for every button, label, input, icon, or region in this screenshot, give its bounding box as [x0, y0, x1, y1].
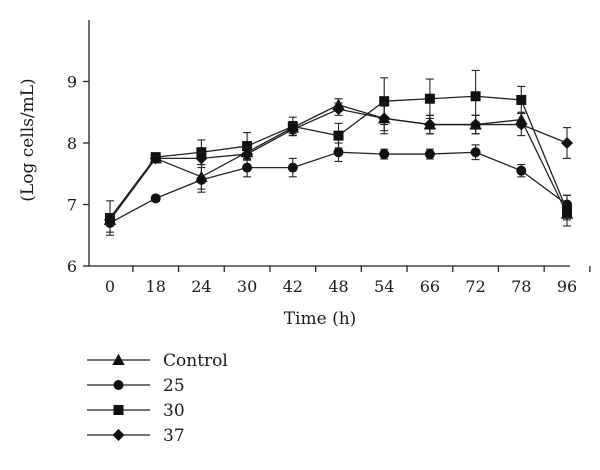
legend-item: Control [87, 351, 228, 371]
legend-label: 37 [163, 426, 185, 446]
x-tick-label: 48 [328, 277, 348, 296]
x-tick-label: 30 [237, 277, 257, 296]
data-point [516, 165, 527, 176]
y-tick-label: 8 [67, 134, 77, 153]
data-point [562, 205, 572, 216]
data-point [332, 103, 345, 116]
data-point [287, 162, 298, 173]
data-point [470, 147, 481, 158]
data-point [242, 141, 253, 152]
legend: Control 25 30 37 [87, 351, 228, 446]
y-tick-label: 7 [67, 196, 77, 215]
data-point [379, 149, 390, 160]
data-point [424, 93, 435, 104]
data-point [424, 149, 435, 160]
series-line [109, 104, 568, 221]
x-tick-label: 72 [465, 277, 485, 296]
data-point [333, 147, 344, 158]
legend-marker [113, 380, 124, 390]
x-axis-title: Time (h) [284, 309, 357, 329]
x-tick-label: 96 [557, 277, 577, 296]
data-point [149, 152, 162, 165]
y-tick-label: 9 [67, 73, 77, 92]
data-point [378, 112, 391, 125]
data-point [515, 118, 528, 131]
series-37 [104, 102, 573, 226]
data-point [104, 213, 116, 226]
legend-label: 30 [163, 401, 185, 421]
x-tick-label: 54 [374, 277, 394, 296]
y-tick-label: 6 [67, 257, 77, 276]
data-point [150, 193, 161, 204]
data-point [561, 137, 573, 149]
legend-marker [113, 405, 124, 415]
series-line [109, 151, 568, 224]
data-point [241, 148, 254, 161]
data-point [333, 130, 344, 141]
x-tick-label: 0 [105, 277, 115, 296]
data-point [423, 118, 436, 131]
x-tick-label: 78 [511, 277, 531, 296]
data-point [196, 174, 207, 185]
y-axis-title: (Log cells/mL) [18, 78, 38, 201]
legend-item: 37 [87, 426, 185, 446]
legend-item: 30 [87, 401, 185, 421]
x-tick-label: 66 [420, 277, 440, 296]
x-tick-label: 18 [146, 277, 166, 296]
data-point [286, 123, 299, 136]
legend-label: Control [163, 351, 228, 371]
legend-item: 25 [87, 376, 185, 396]
series-25 [105, 142, 572, 233]
data-point [195, 152, 208, 165]
data-point [379, 96, 390, 107]
data-point [242, 162, 253, 173]
data-point [516, 94, 527, 105]
x-tick-label: 42 [283, 277, 303, 296]
data-point [469, 118, 482, 131]
legend-marker [112, 429, 125, 441]
x-tick-label: 24 [191, 277, 211, 296]
data-point [470, 91, 481, 102]
legend-marker [112, 353, 125, 365]
legend-label: 25 [163, 376, 185, 396]
plot-area [103, 69, 574, 236]
